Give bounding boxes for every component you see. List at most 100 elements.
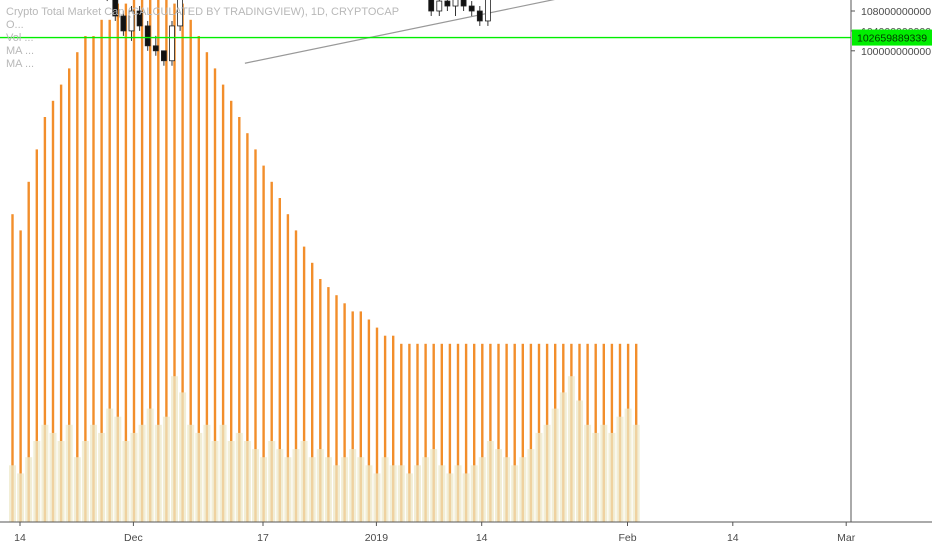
volume-shade-bar xyxy=(608,432,616,522)
time-axis-panel xyxy=(0,522,932,550)
volume-shade-bar xyxy=(219,424,227,522)
volume-bar xyxy=(197,36,200,522)
volume-bar xyxy=(343,303,346,522)
trendline-layer xyxy=(244,0,555,64)
volume-shade-bar xyxy=(349,449,357,522)
candle-body xyxy=(136,10,143,27)
candle-body xyxy=(476,10,483,22)
candle-body xyxy=(444,0,451,7)
volume-bar xyxy=(140,0,144,522)
volume-shade-bar xyxy=(138,424,146,522)
volume-bar xyxy=(311,262,314,522)
candle-body xyxy=(160,50,167,62)
volume-shade-bar xyxy=(454,465,462,522)
volume-bar xyxy=(505,343,508,522)
volume-shade-bar xyxy=(9,465,16,522)
volume-bar xyxy=(408,343,411,522)
candle-body xyxy=(177,0,184,27)
chart-title: Crypto Total Market Cap (CALCULATED BY T… xyxy=(6,6,400,18)
volume-bar xyxy=(19,230,22,522)
volume-shade-bar xyxy=(211,441,219,522)
time-tick-label: 2019 xyxy=(365,532,389,544)
volume-bar xyxy=(432,343,435,522)
volume-bar xyxy=(440,343,443,522)
volume-shade-bar xyxy=(632,424,640,522)
volume-shade-bar xyxy=(73,457,81,522)
volume-shade-bar xyxy=(41,424,49,522)
volume-bar xyxy=(84,36,87,522)
volume-layer xyxy=(9,0,640,523)
volume-bar xyxy=(335,295,338,522)
volume-shade-bar xyxy=(171,376,178,522)
time-tick-label: Feb xyxy=(618,532,636,544)
volume-bar xyxy=(254,149,257,522)
volume-bar xyxy=(351,311,354,522)
volume-bar xyxy=(108,19,111,523)
header-line-4: MA ... xyxy=(6,58,35,70)
volume-bar xyxy=(76,52,79,522)
candle-body xyxy=(152,45,159,52)
volume-bar xyxy=(448,343,452,522)
volume-shade-bar xyxy=(381,457,389,522)
volume-shade-bar xyxy=(227,441,235,522)
volume-shade-bar xyxy=(567,376,575,522)
volume-shade-bar xyxy=(49,432,57,522)
volume-bar xyxy=(189,19,192,523)
volume-bar xyxy=(286,214,290,522)
volume-shade-bar xyxy=(252,449,259,522)
candle-body xyxy=(452,0,459,7)
volume-shade-bar xyxy=(106,408,114,522)
volume-shade-bar xyxy=(511,465,519,522)
volume-shade-bar xyxy=(600,424,608,522)
volume-bar xyxy=(221,84,225,522)
volume-shade-bar xyxy=(527,449,535,522)
volume-bar xyxy=(481,343,484,522)
volume-shade-bar xyxy=(162,416,170,522)
volume-bar xyxy=(529,343,533,522)
candle-body xyxy=(436,0,443,12)
volume-shade-bar xyxy=(300,441,308,522)
volume-shade-bar xyxy=(551,408,559,522)
volume-bar xyxy=(383,335,387,522)
volume-bar xyxy=(43,117,47,522)
volume-bar xyxy=(375,327,379,522)
volume-shade-bar xyxy=(57,441,65,522)
volume-bar xyxy=(27,181,30,523)
volume-bar xyxy=(213,68,217,523)
volume-shade-bar xyxy=(616,416,624,522)
volume-bar xyxy=(68,68,71,523)
volume-bar xyxy=(51,100,55,523)
volume-bar xyxy=(35,149,38,522)
volume-bar xyxy=(246,133,249,522)
volume-shade-bar xyxy=(195,432,203,522)
volume-bar xyxy=(116,3,119,523)
volume-shade-bar xyxy=(543,424,551,522)
volume-shade-bar xyxy=(414,465,421,522)
volume-shade-bar xyxy=(405,473,413,522)
time-tick-label: 14 xyxy=(476,532,488,544)
volume-shade-bar xyxy=(90,424,97,522)
volume-shade-bar xyxy=(503,457,511,522)
trend-line xyxy=(244,0,555,64)
volume-bar xyxy=(230,100,233,523)
volume-bar xyxy=(392,335,395,522)
price-axis-panel xyxy=(851,0,932,550)
candle-body xyxy=(460,0,467,7)
header-line-3: MA ... xyxy=(6,45,35,57)
volume-shade-bar xyxy=(422,457,430,522)
time-tick-label: Dec xyxy=(124,532,143,544)
price-tick-label: 100000000000 xyxy=(861,46,931,58)
volume-shade-bar xyxy=(276,449,284,522)
volume-shade-bar xyxy=(292,449,300,522)
volume-shade-bar xyxy=(624,408,632,522)
volume-shade-bar xyxy=(122,441,130,522)
volume-shade-bar xyxy=(373,473,381,522)
volume-shade-bar xyxy=(446,473,454,522)
volume-shade-bar xyxy=(284,457,292,522)
volume-bar xyxy=(367,319,371,522)
volume-bar xyxy=(100,19,103,523)
volume-bar xyxy=(11,214,14,522)
level-price-label: 102659889339 xyxy=(857,33,927,45)
header-line-1: O... xyxy=(6,19,24,31)
